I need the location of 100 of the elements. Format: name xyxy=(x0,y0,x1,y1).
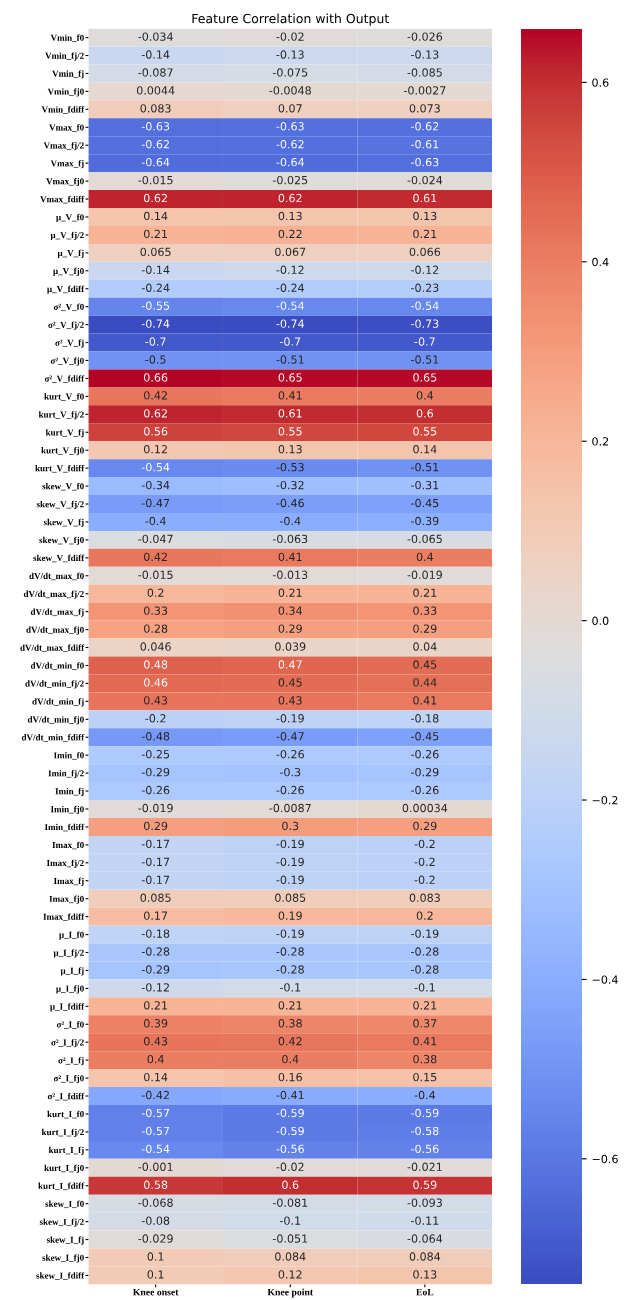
y-tick-label: σ²_I_fj0 xyxy=(53,1074,84,1084)
data-label: 0.46 xyxy=(144,678,168,687)
data-label: -0.28 xyxy=(411,965,439,974)
data-label: 0.41 xyxy=(413,696,437,705)
y-tick-label: kurt_I_fj xyxy=(48,1146,84,1155)
y-tick-label: kurt_I_fdiff xyxy=(38,1182,85,1191)
y-tick-label: Vmin_f0 xyxy=(50,34,84,42)
data-label: 0.21 xyxy=(413,588,437,597)
data-label: -0.1 xyxy=(279,983,301,992)
color-bar-label: 0.2 xyxy=(592,437,609,446)
color-bar-label: −0.6 xyxy=(592,1154,618,1164)
data-label: -0.024 xyxy=(407,175,443,185)
data-label: 0.43 xyxy=(144,696,168,705)
y-tick-label: Vmin_fj xyxy=(52,70,84,79)
data-label: -0.7 xyxy=(279,337,301,346)
data-label: -0.02 xyxy=(276,32,304,41)
y-tick-label: skew_V_fdiff xyxy=(33,554,85,563)
data-label: -0.001 xyxy=(138,1162,173,1172)
y-tick-label: dV/dt_min_fj/2 xyxy=(25,680,84,689)
y-tick-label: σ²_V_fj xyxy=(55,339,84,348)
data-label: 0.00034 xyxy=(402,803,448,813)
data-label: 0.084 xyxy=(275,1252,306,1261)
data-label: -0.25 xyxy=(141,749,170,759)
data-label: 0.33 xyxy=(144,606,168,615)
y-tick-label: Vmax_fj/2 xyxy=(43,142,84,151)
data-label: 0.067 xyxy=(275,247,306,257)
data-label: -0.51 xyxy=(411,355,439,364)
data-label: 0.29 xyxy=(144,821,168,831)
data-label: 0.21 xyxy=(413,1001,437,1010)
data-label: 0.4 xyxy=(147,1054,164,1064)
data-label: 0.28 xyxy=(144,624,168,633)
data-label: -0.61 xyxy=(411,140,439,149)
data-label: -0.62 xyxy=(411,122,439,131)
data-label: 0.1 xyxy=(147,1270,164,1279)
data-label: -0.19 xyxy=(276,839,304,849)
y-tick-label: Vmin_fj0 xyxy=(47,88,84,97)
data-label: 0.13 xyxy=(413,211,437,221)
y-tick-label: dV/dt_min_f0 xyxy=(30,662,84,670)
y-tick-label: μ_V_fj0 xyxy=(53,267,84,276)
data-label: -0.64 xyxy=(276,157,305,167)
data-label: -0.39 xyxy=(411,516,439,526)
y-tick-label: Imin_fj/2 xyxy=(48,769,84,779)
data-label: -0.41 xyxy=(276,1090,304,1100)
data-label: -0.015 xyxy=(138,570,173,579)
data-label: -0.51 xyxy=(276,355,304,364)
data-label: -0.26 xyxy=(141,785,170,795)
data-label: 0.45 xyxy=(413,660,437,669)
data-label: 0.45 xyxy=(278,678,302,687)
data-label: -0.73 xyxy=(411,319,439,328)
data-label: 0.55 xyxy=(413,427,437,436)
y-tick-label: σ²_I_fj xyxy=(58,1056,84,1066)
y-tick-label: skew_V_fj0 xyxy=(39,536,84,545)
y-tick-label: Imin_fj0 xyxy=(50,805,84,815)
y-tick-label: Imax_fj xyxy=(53,877,84,886)
data-label: 0.17 xyxy=(144,911,168,920)
data-label: -0.26 xyxy=(411,785,439,795)
data-label: -0.18 xyxy=(141,929,170,938)
data-label: -0.64 xyxy=(141,157,170,167)
data-label: -0.047 xyxy=(138,534,173,544)
data-label: -0.59 xyxy=(276,1108,304,1118)
data-label: -0.08 xyxy=(141,1216,170,1225)
data-label: 0.12 xyxy=(278,1270,302,1279)
data-label: -0.19 xyxy=(411,929,439,938)
data-label: 0.34 xyxy=(278,606,303,615)
data-label: -0.14 xyxy=(141,265,170,275)
y-tick-label: skew_V_fj/2 xyxy=(36,500,84,510)
y-tick-label: σ²_V_fdiff xyxy=(44,375,85,383)
data-label: 0.33 xyxy=(413,606,437,615)
data-label: -0.0027 xyxy=(403,86,446,95)
y-tick-label: μ_I_fdiff xyxy=(50,1003,85,1012)
data-label: -0.48 xyxy=(141,732,170,741)
y-tick-label: kurt_V_fdiff xyxy=(35,464,85,473)
data-label: 0.21 xyxy=(144,1001,167,1010)
data-label: 0.22 xyxy=(278,229,302,239)
color-bar-label: −0.4 xyxy=(592,975,618,984)
data-label: 0.083 xyxy=(140,104,171,113)
data-label: -0.064 xyxy=(407,1234,443,1243)
y-tick-label: Imax_fj/2 xyxy=(46,859,84,868)
data-label: 0.39 xyxy=(144,1019,168,1028)
y-tick-label: Imax_fdiff xyxy=(43,913,85,922)
data-label: -0.63 xyxy=(411,157,439,167)
color-bar-label: 0.0 xyxy=(592,616,609,625)
data-label: -0.7 xyxy=(414,337,435,346)
data-label: -0.02 xyxy=(276,1162,304,1172)
data-label: -0.11 xyxy=(411,1216,439,1225)
data-label: 0.55 xyxy=(278,427,302,436)
y-tick-label: σ²_V_fj/2 xyxy=(48,321,84,330)
data-label: -0.2 xyxy=(145,714,166,723)
data-label: 0.66 xyxy=(144,373,168,382)
data-label: 0.42 xyxy=(144,552,167,562)
data-label: -0.025 xyxy=(272,175,308,185)
data-label: 0.61 xyxy=(278,409,302,418)
y-tick-label: skew_I_f0 xyxy=(45,1200,84,1209)
y-tick-label: μ_I_fj xyxy=(60,967,84,976)
y-tick-label: kurt_I_fj0 xyxy=(44,1164,84,1173)
y-tick-label: μ_I_f0 xyxy=(59,931,84,940)
data-label: -0.19 xyxy=(276,929,304,938)
data-label: -0.13 xyxy=(276,50,304,59)
data-label: 0.29 xyxy=(278,624,302,633)
data-label: 0.43 xyxy=(278,696,302,705)
